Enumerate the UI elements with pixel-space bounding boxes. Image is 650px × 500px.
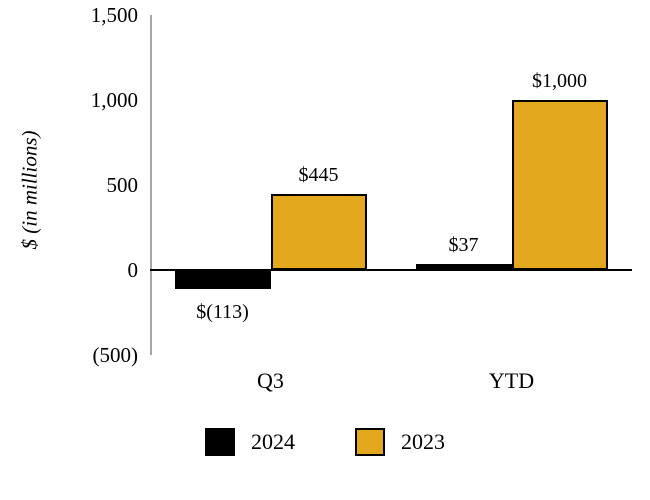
x-category-label-Q3: Q3 [257,368,284,393]
y-tick-label: 500 [106,173,139,197]
legend-item-2023: 2023 [355,428,445,456]
y-axis-line [150,15,152,355]
y-axis-title: $ (in millions) [17,130,42,250]
legend-label-2024: 2024 [251,429,295,454]
y-tick-label: (500) [92,343,139,367]
bar-2024-YTD [415,263,512,270]
chart-legend: 2024 2023 [0,428,650,456]
bar-2023-YTD [511,100,608,270]
legend-label-2023: 2023 [401,429,445,454]
bar-value-label-2024-YTD: $37 [448,233,479,256]
legend-swatch-2023 [355,428,385,456]
legend-item-2024: 2024 [205,428,295,456]
bar-value-label-2023-YTD: $1,000 [532,70,587,92]
legend-swatch-2024 [205,428,235,456]
y-tick-label: 0 [127,258,139,282]
y-tick-label: 1,000 [90,88,138,112]
bar-value-label-2024-Q3: $(113) [196,301,249,324]
bar-value-label-2023-Q3: $445 [298,164,339,187]
bar-2024-Q3 [174,270,271,290]
y-tick-label: 1,500 [90,3,138,27]
x-category-label-YTD: YTD [488,368,535,393]
zero-baseline [150,269,632,271]
bar-2023-Q3 [270,194,367,270]
